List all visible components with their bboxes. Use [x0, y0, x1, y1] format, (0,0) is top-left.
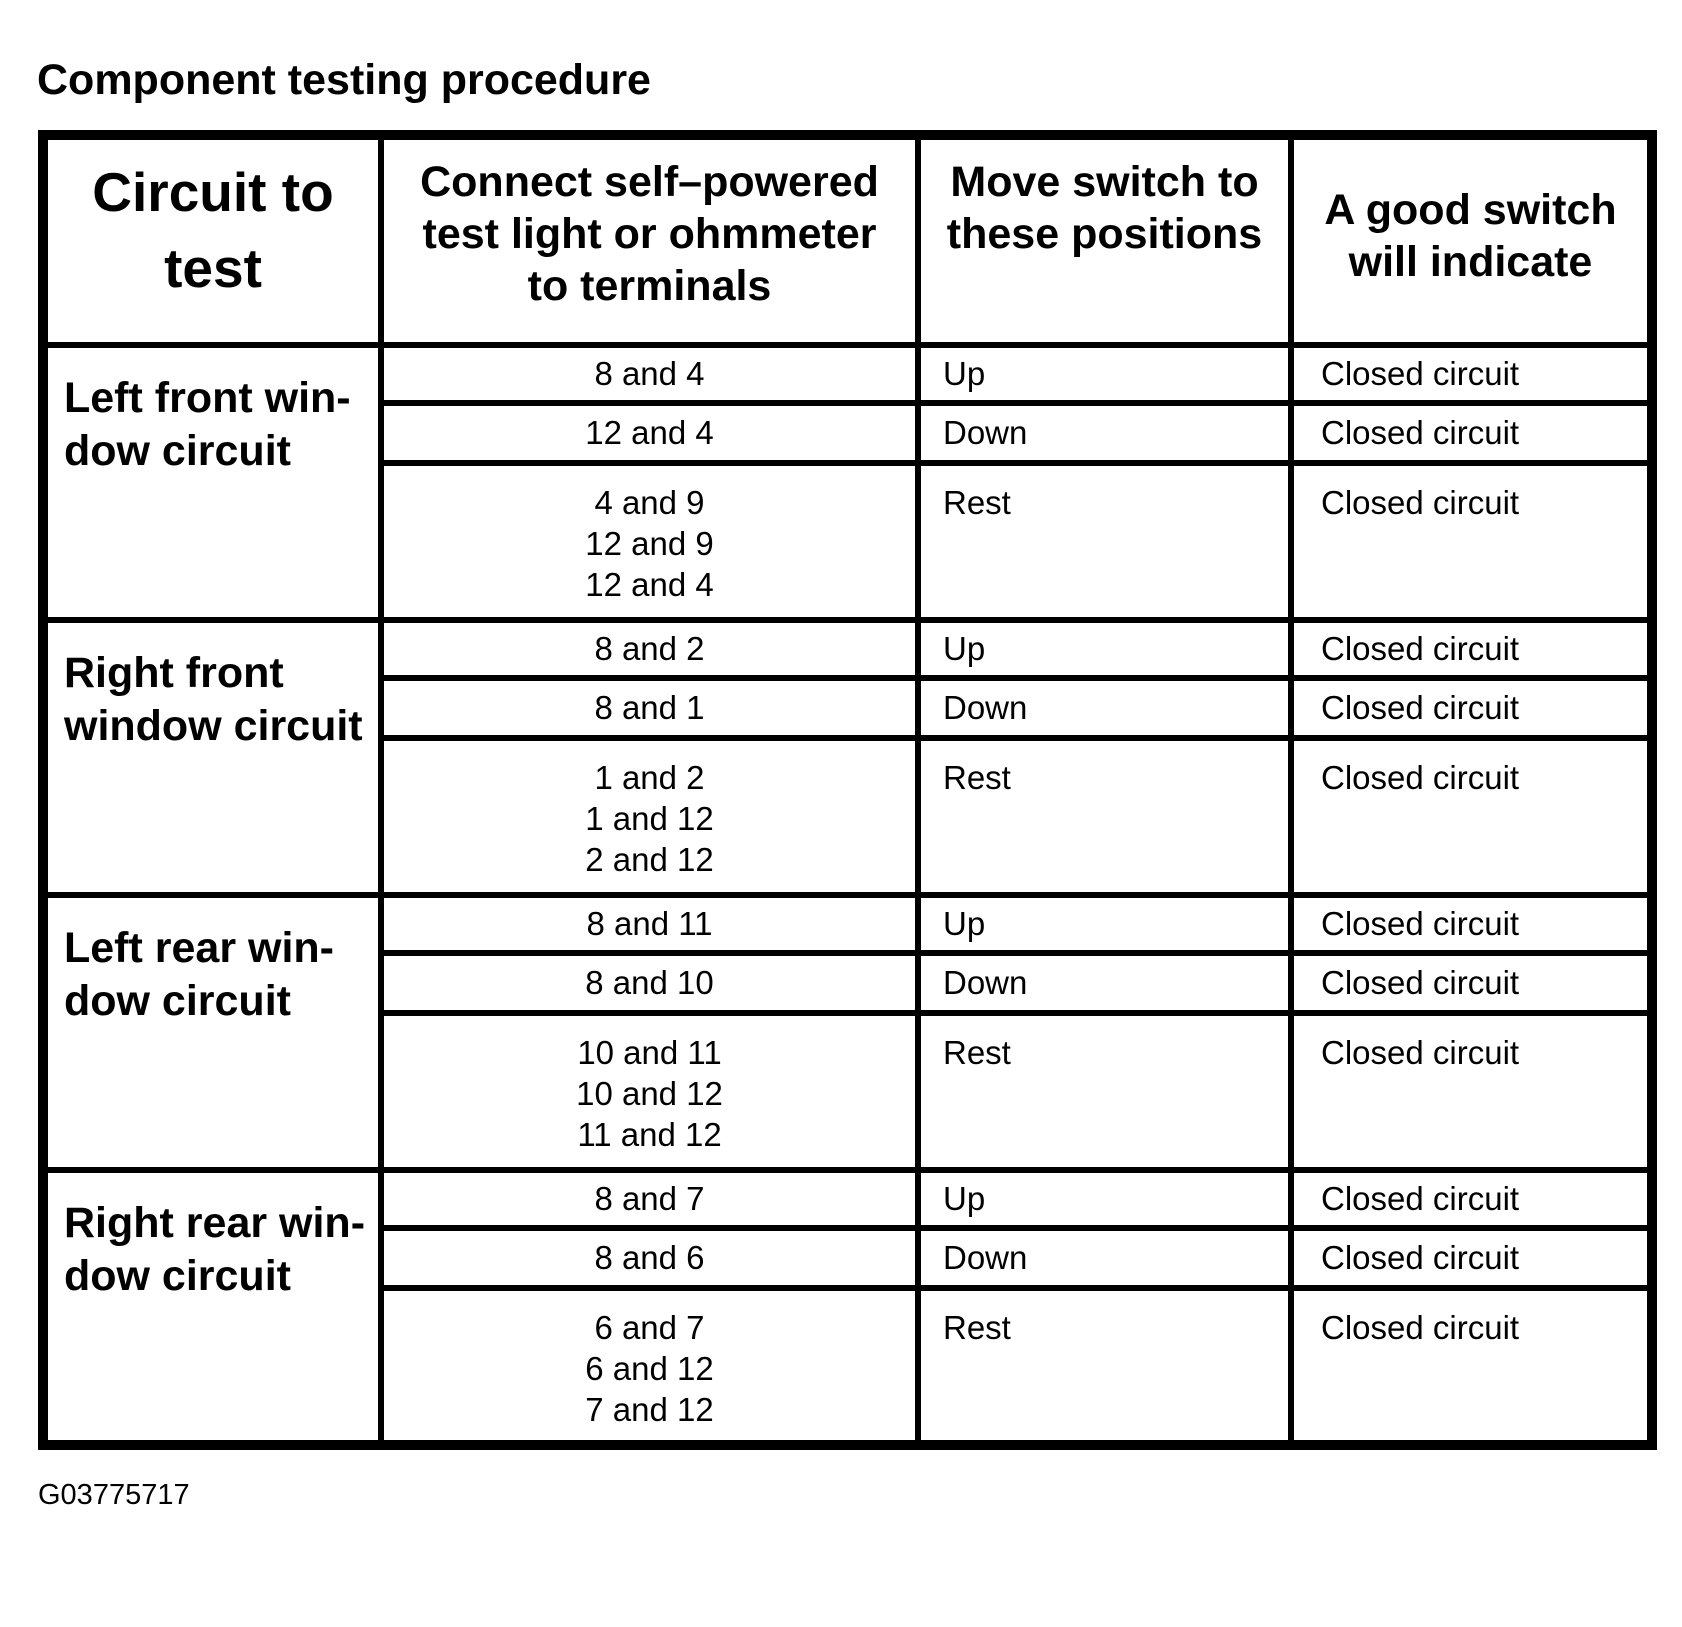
column-header-indication: A good switch will indicate — [1288, 132, 1655, 348]
table-row: Right front window circuit 8 and 2 Up Cl… — [40, 617, 1655, 898]
indication-cell: Closed circuit — [1288, 1225, 1655, 1291]
indication-cell: Closed circuit — [1288, 460, 1655, 623]
component-test-table: Circuit to test Connect self–powered tes… — [38, 130, 1657, 1450]
terminals-cell: 4 and 9 12 and 9 12 and 4 — [378, 460, 921, 623]
table-row: 8 and 6 Down Closed circuit — [43, 1225, 1655, 1291]
table-row: 8 and 1 Down Closed circuit — [43, 675, 1655, 741]
switch-position-cell: Up — [915, 342, 1294, 406]
table-row: Left rear win- dow circuit 8 and 11 Up C… — [40, 892, 1655, 1173]
terminals-cell: 8 and 10 — [378, 950, 921, 1016]
terminals-cell: 10 and 11 10 and 12 11 and 12 — [378, 1010, 921, 1173]
terminals-cell: 12 and 4 — [378, 400, 921, 466]
indication-cell: Closed circuit — [1288, 1167, 1655, 1231]
indication-cell: Closed circuit — [1288, 342, 1655, 406]
table-header-row: Circuit to test Connect self–powered tes… — [40, 132, 1655, 348]
terminals-cell: 8 and 1 — [378, 675, 921, 741]
switch-position-cell: Up — [915, 1167, 1294, 1231]
switch-position-cell: Down — [915, 400, 1294, 466]
indication-cell: Closed circuit — [1288, 675, 1655, 741]
indication-cell: Closed circuit — [1288, 950, 1655, 1016]
table-row: 8 and 10 Down Closed circuit — [43, 950, 1655, 1016]
switch-position-cell: Down — [915, 675, 1294, 741]
terminals-cell: 8 and 4 — [378, 342, 921, 406]
switch-position-cell: Down — [915, 1225, 1294, 1291]
table-row: 10 and 11 10 and 12 11 and 12 Rest Close… — [43, 1010, 1655, 1173]
column-header-terminals: Connect self–powered test light or ohmme… — [378, 132, 921, 348]
figure-code: G03775717 — [38, 1479, 190, 1511]
table-row: 1 and 2 1 and 12 2 and 12 Rest Closed ci… — [43, 735, 1655, 898]
page-title: Component testing procedure — [37, 56, 651, 104]
switch-position-cell: Rest — [915, 1010, 1294, 1173]
switch-position-cell: Rest — [915, 735, 1294, 898]
switch-position-cell: Rest — [915, 1285, 1294, 1448]
indication-cell: Closed circuit — [1288, 1285, 1655, 1448]
column-header-positions: Move switch to these positions — [915, 132, 1294, 348]
indication-cell: Closed circuit — [1288, 400, 1655, 466]
terminals-cell: 8 and 11 — [378, 892, 921, 956]
circuit-group-label: Right front window circuit — [40, 617, 384, 898]
switch-position-cell: Down — [915, 950, 1294, 1016]
indication-cell: Closed circuit — [1288, 617, 1655, 681]
table-row: 12 and 4 Down Closed circuit — [43, 400, 1655, 466]
table-row: 4 and 9 12 and 9 12 and 4 Rest Closed ci… — [43, 460, 1655, 623]
indication-cell: Closed circuit — [1288, 735, 1655, 898]
terminals-cell: 8 and 7 — [378, 1167, 921, 1231]
circuit-group-label: Left rear win- dow circuit — [40, 892, 384, 1173]
circuit-group-label: Left front win- dow circuit — [40, 342, 384, 623]
terminals-cell: 8 and 6 — [378, 1225, 921, 1291]
switch-position-cell: Up — [915, 617, 1294, 681]
table-row: Left front win- dow circuit 8 and 4 Up C… — [40, 342, 1655, 623]
indication-cell: Closed circuit — [1288, 1010, 1655, 1173]
switch-position-cell: Up — [915, 892, 1294, 956]
terminals-cell: 1 and 2 1 and 12 2 and 12 — [378, 735, 921, 898]
table-row: Right rear win- dow circuit 8 and 7 Up C… — [40, 1167, 1655, 1448]
circuit-group-label: Right rear win- dow circuit — [40, 1167, 384, 1448]
indication-cell: Closed circuit — [1288, 892, 1655, 956]
terminals-cell: 8 and 2 — [378, 617, 921, 681]
table-row: 6 and 7 6 and 12 7 and 12 Rest Closed ci… — [43, 1285, 1655, 1448]
switch-position-cell: Rest — [915, 460, 1294, 623]
column-header-circuit: Circuit to test — [40, 132, 384, 348]
terminals-cell: 6 and 7 6 and 12 7 and 12 — [378, 1285, 921, 1448]
